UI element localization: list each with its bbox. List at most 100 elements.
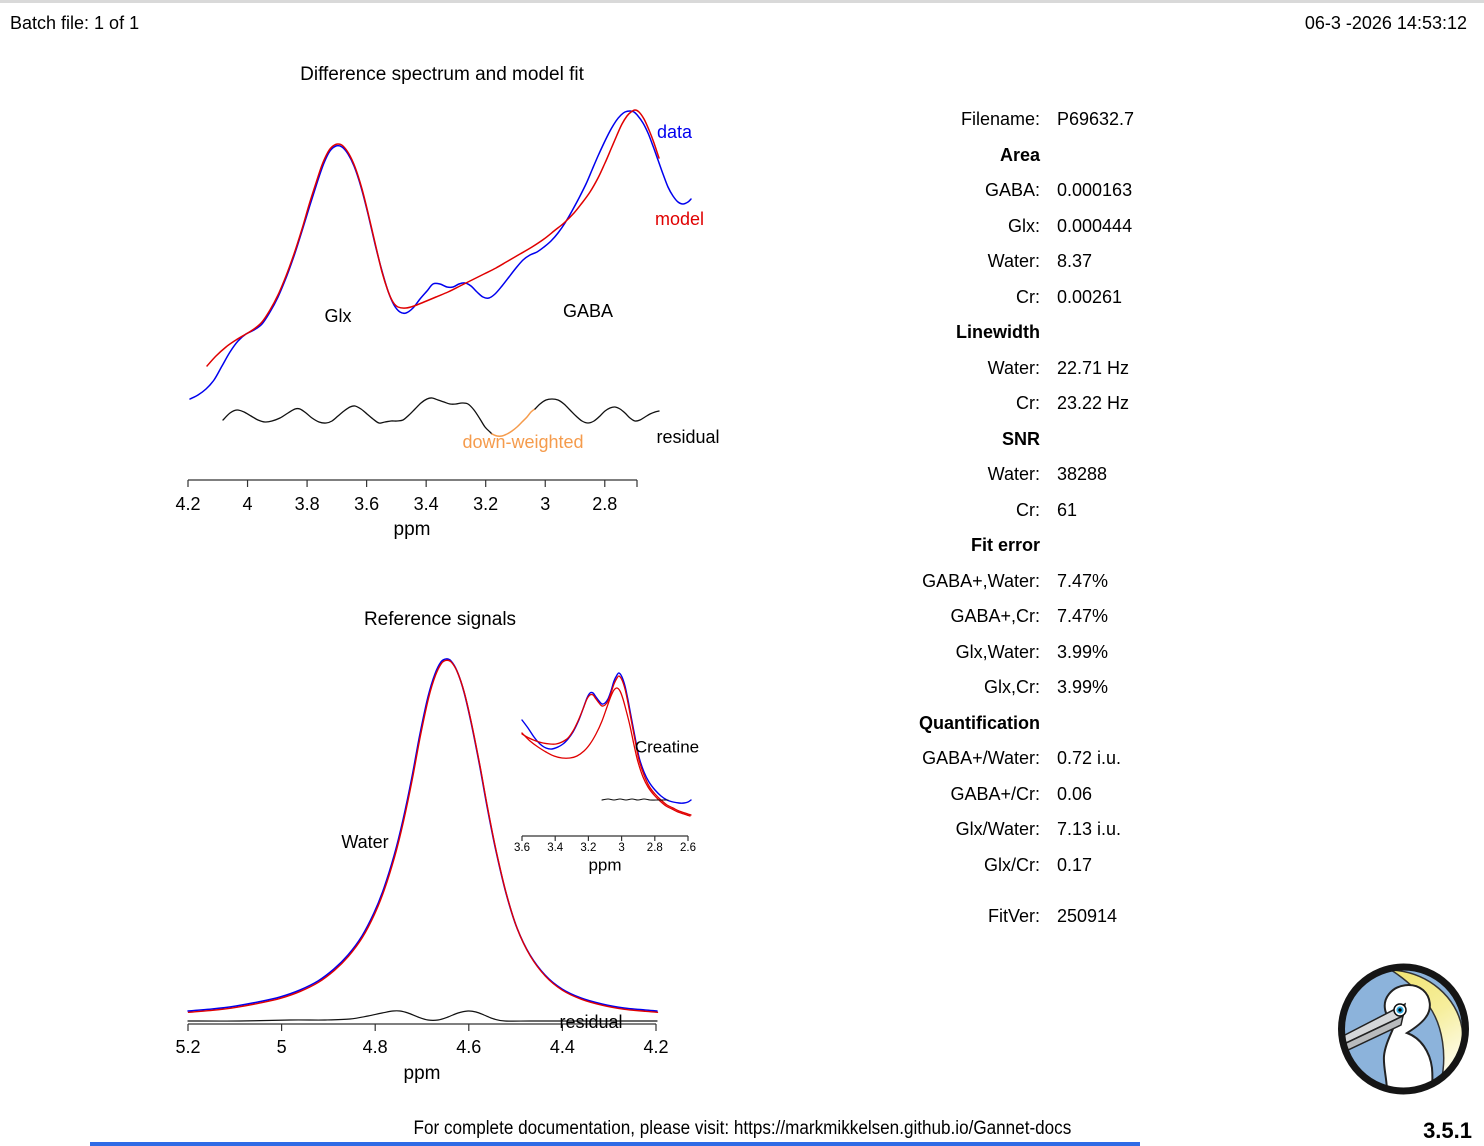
down-weighted-label: down-weighted xyxy=(462,432,583,452)
creatine-inset: 3.6 3.4 3.2 3 2.8 2.6 ppm Creatine xyxy=(514,672,699,874)
stat-value: 0.17 xyxy=(1057,854,1093,875)
logo-eye-pupil xyxy=(1398,1008,1402,1012)
difference-spectrum-title: Difference spectrum and model fit xyxy=(300,64,584,85)
stat-row: GABA+,Water: 7.47% xyxy=(750,564,1220,600)
reference-water-tick-label: 5 xyxy=(277,1037,287,1057)
stat-row: GABA+/Water: 0.72 i.u. xyxy=(750,741,1220,777)
difference-spectrum-xlabel: ppm xyxy=(394,519,431,540)
difference-spectrum-tick-label: 2.8 xyxy=(592,494,617,514)
stat-label: Linewidth xyxy=(956,322,1040,343)
stat-row: Water: 8.37 xyxy=(750,244,1220,280)
stat-row: Glx,Water: 3.99% xyxy=(750,635,1220,671)
stat-label: Cr: xyxy=(1016,286,1040,307)
version-label: 3.5.1 xyxy=(1423,1118,1472,1143)
stat-row: Water: 38288 xyxy=(750,457,1220,493)
creatine-inset-xlabel: ppm xyxy=(588,855,621,874)
stats-section-header: Quantification xyxy=(750,706,1220,742)
stat-value: 22.71 Hz xyxy=(1057,357,1130,378)
reference-water-title: Reference signals xyxy=(364,609,516,630)
creatine-inset-tick-label: 2.8 xyxy=(647,842,663,854)
residual-label: residual xyxy=(656,427,719,447)
stat-row: GABA: 0.000163 xyxy=(750,173,1220,209)
creatine-inset-model-baseline-line xyxy=(521,687,691,817)
stat-label: GABA+/Water: xyxy=(922,748,1040,769)
water-label: Water xyxy=(341,832,388,852)
difference-spectrum-residual-line xyxy=(222,397,493,435)
stat-label: Glx: xyxy=(1007,215,1040,236)
stat-label: GABA+,Water: xyxy=(922,570,1040,591)
stat-value: 0.000163 xyxy=(1057,180,1133,201)
stat-row: Water: 22.71 Hz xyxy=(750,351,1220,387)
difference-spectrum: 4.2 4 3.8 3.6 3.4 3.2 3 2.8 ppm Difference spectr… xyxy=(175,64,719,540)
stat-row: Cr: 23.22 Hz xyxy=(750,386,1220,422)
reference-water-tick-label: 4.2 xyxy=(643,1037,668,1057)
reference-water-residual-line xyxy=(187,1010,658,1022)
stat-label: GABA+/Cr: xyxy=(950,783,1040,804)
reference-water-tick-label: 4.8 xyxy=(363,1037,388,1057)
stat-value: 3.99% xyxy=(1057,641,1109,662)
stat-label: SNR xyxy=(1001,428,1040,449)
gannet-logo xyxy=(1338,963,1469,1095)
stat-row: GABA+/Cr: 0.06 xyxy=(750,777,1220,813)
stat-value: 0.000444 xyxy=(1057,215,1133,236)
stats-panel: Filename: P69632.7 Area GABA: 0.000163 Glx: 0.… xyxy=(750,102,1220,935)
creatine-inset-model-line xyxy=(521,675,692,816)
stat-label: Glx,Cr: xyxy=(984,677,1040,698)
stat-value: 23.22 Hz xyxy=(1057,393,1130,414)
stat-label: Cr: xyxy=(1016,499,1040,520)
stat-label: Water: xyxy=(987,251,1040,272)
difference-spectrum-tick-label: 4 xyxy=(243,494,253,514)
stat-row: Glx/Cr: 0.17 xyxy=(750,848,1220,884)
stat-row: FitVer: 250914 xyxy=(750,899,1220,935)
stat-value: 38288 xyxy=(1057,464,1108,485)
creatine-inset-tick-label: 3 xyxy=(618,842,624,854)
creatine-inset-tick-label: 3.2 xyxy=(580,842,596,854)
stat-row: Filename: P69632.7 xyxy=(750,102,1220,138)
stat-label: Fit error xyxy=(970,535,1040,556)
stat-label: Area xyxy=(999,144,1040,165)
stat-label: Water: xyxy=(987,357,1040,378)
difference-spectrum-tick-label: 3.6 xyxy=(354,494,379,514)
footer-docs-text: For complete documentation, please visit… xyxy=(0,1118,1484,1140)
stat-label: Glx/Water: xyxy=(955,819,1040,840)
stat-label: GABA+,Cr: xyxy=(950,606,1040,627)
stat-value: 7.47% xyxy=(1057,606,1109,627)
reference-water: 5.2 5 4.8 4.6 4.4 4.2 ppm Reference signals Wate… xyxy=(175,609,668,1084)
stat-label: FitVer: xyxy=(987,906,1040,927)
stat-label: Quantification xyxy=(919,712,1040,733)
stat-label: Glx,Water: xyxy=(955,641,1040,662)
glx-label: Glx xyxy=(325,306,352,326)
stats-section-header: Area xyxy=(750,138,1220,174)
stat-value: 7.13 i.u. xyxy=(1057,819,1122,840)
stat-label: Water: xyxy=(987,464,1040,485)
creatine-inset-tick-label: 2.6 xyxy=(680,842,696,854)
reference-water-tick-label: 5.2 xyxy=(175,1037,200,1057)
reference-water-data-line xyxy=(187,658,658,1012)
reference-water-tick-label: 4.4 xyxy=(550,1037,575,1057)
stat-row: Glx/Water: 7.13 i.u. xyxy=(750,812,1220,848)
bottom-edge-highlight xyxy=(90,1142,1140,1146)
stat-value: 250914 xyxy=(1057,906,1118,927)
stat-value: 7.47% xyxy=(1057,570,1109,591)
creatine-label: Creatine xyxy=(635,737,699,756)
creatine-inset-tick-label: 3.4 xyxy=(547,842,564,854)
stat-label: GABA: xyxy=(984,180,1040,201)
stat-row: Cr: 0.00261 xyxy=(750,280,1220,316)
reference-water-xlabel: ppm xyxy=(404,1063,441,1084)
model-label: model xyxy=(655,209,704,229)
timestamp-label: 06-3 -2026 14:53:12 xyxy=(1304,13,1467,33)
difference-spectrum-tick-label: 3.2 xyxy=(473,494,498,514)
residual-label: residual xyxy=(559,1012,622,1032)
stats-section-header: Fit error xyxy=(750,528,1220,564)
stat-value: 0.00261 xyxy=(1057,286,1123,307)
stat-row: GABA+,Cr: 7.47% xyxy=(750,599,1220,635)
stat-value: 0.06 xyxy=(1057,783,1093,804)
stat-value: P69632.7 xyxy=(1057,109,1135,130)
difference-spectrum-tick-label: 4.2 xyxy=(175,494,200,514)
creatine-inset-tick-label: 3.6 xyxy=(514,842,530,854)
data-label: data xyxy=(657,122,693,142)
difference-spectrum-residual-down-weighted-line xyxy=(491,408,536,437)
stat-row: Cr: 61 xyxy=(750,493,1220,529)
reference-water-model-line xyxy=(187,659,659,1013)
stat-value: 8.37 xyxy=(1057,251,1093,272)
